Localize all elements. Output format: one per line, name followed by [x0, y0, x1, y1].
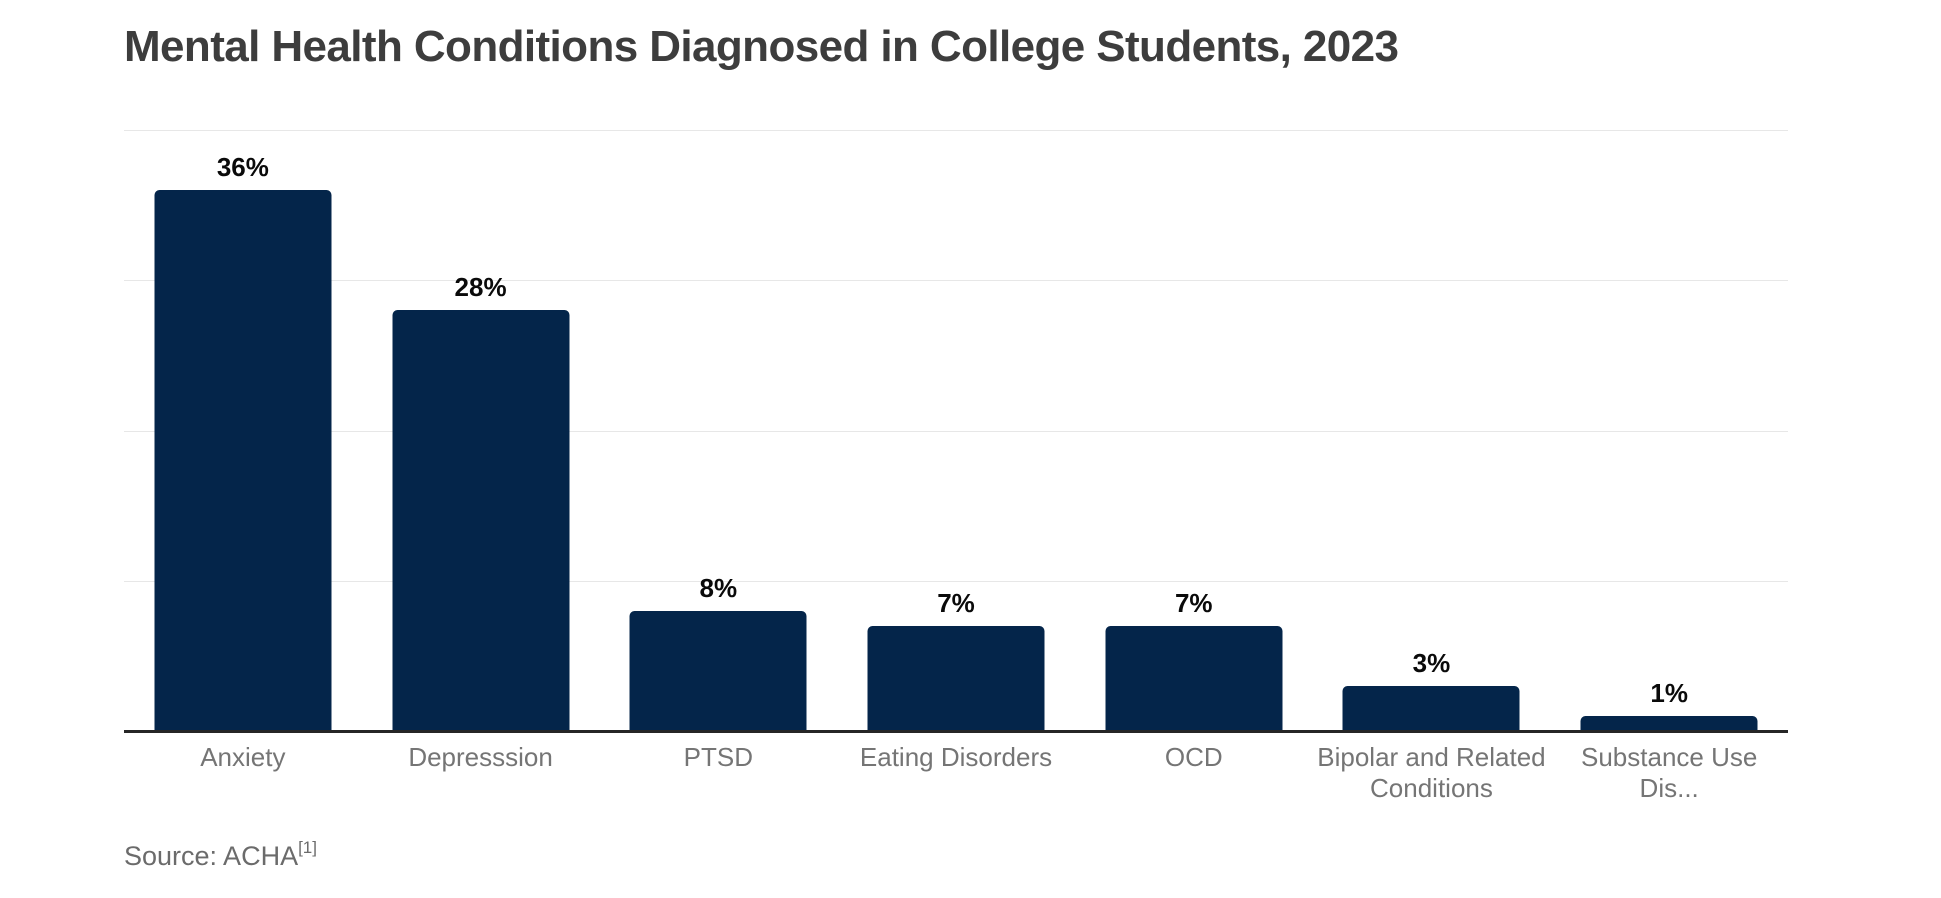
bars-container: 36% 28% 8% 7% 7% 3% 1%: [124, 130, 1788, 731]
bar: [867, 625, 1045, 731]
bar-value-label: 8%: [699, 572, 738, 603]
bar-value-label: 7%: [937, 587, 975, 618]
bar-group: 8%: [599, 130, 837, 731]
bar-value-label: 28%: [454, 272, 507, 303]
x-axis-label: Eating Disorders: [859, 742, 1053, 772]
plot-area: 36% 28% 8% 7% 7% 3% 1%: [124, 130, 1788, 733]
bar-value-label: 3%: [1412, 647, 1451, 678]
bar: [1105, 625, 1283, 731]
x-axis-label: Substance Use Dis...: [1581, 742, 1758, 803]
x-axis-label: Depresssion: [408, 742, 553, 772]
bar-group: 7%: [837, 130, 1075, 731]
bar-group: 36%: [124, 130, 362, 731]
gridline: [124, 430, 1788, 432]
x-axis-label: Anxiety: [200, 742, 286, 772]
x-axis-line: [124, 730, 1788, 733]
bar-value-label: 1%: [1650, 677, 1688, 708]
bar-group: 1%: [1550, 130, 1788, 731]
x-axis-label: PTSD: [683, 742, 753, 772]
bar-value-label: 7%: [1174, 587, 1213, 618]
bar: [154, 190, 332, 731]
bar: [629, 610, 807, 731]
x-axis-label: Bipolar and Related Conditions: [1317, 742, 1546, 803]
bar-group: 7%: [1075, 130, 1313, 731]
footnote-marker: [1]: [298, 838, 317, 857]
x-axis-label: OCD: [1164, 742, 1223, 772]
bar: [1580, 715, 1758, 731]
chart-title: Mental Health Conditions Diagnosed in Co…: [124, 22, 1399, 71]
x-axis-labels: Anxiety Depresssion PTSD Eating Disorders OC…: [124, 742, 1788, 804]
gridline: [124, 130, 1788, 131]
bar-group: 3%: [1313, 130, 1551, 731]
gridline: [124, 580, 1788, 582]
source-note: Source: ACHA[1]: [124, 838, 317, 872]
bar-group: 28%: [362, 130, 600, 731]
gridline: [124, 280, 1788, 282]
source-label: Source: ACHA: [124, 841, 299, 871]
bar: [1342, 685, 1520, 731]
bar: [392, 310, 570, 731]
bar-value-label: 36%: [216, 152, 269, 183]
